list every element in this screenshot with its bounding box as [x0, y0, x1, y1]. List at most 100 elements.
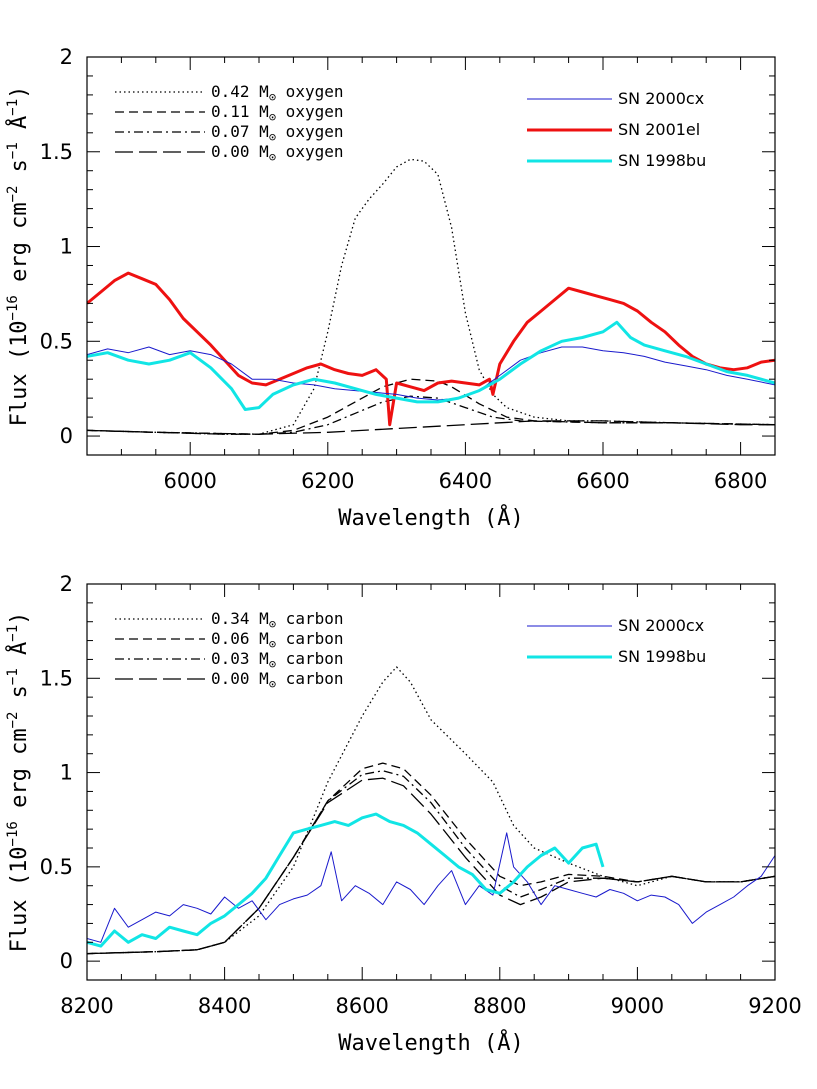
legend-sun-symbol: ⊙ — [269, 637, 276, 651]
x-axis-label: Wavelength (Å) — [338, 1029, 523, 1056]
y-tick-label: 0 — [60, 424, 73, 448]
y-axis-label-part: s — [7, 159, 32, 186]
legend-model-element: carbon — [276, 629, 343, 648]
y-tick-label: 0.5 — [40, 855, 73, 879]
legend-model-element: oxygen — [276, 102, 343, 121]
y-axis-label-part: erg cm — [7, 202, 32, 295]
series-line-0-07-m-oxygen — [87, 395, 775, 435]
legend-model-unit: M — [259, 82, 269, 101]
y-tick-label: 1 — [60, 761, 73, 785]
legend-model-element: oxygen — [276, 142, 343, 161]
legend-model-label: 0.11 M⊙ oxygen — [211, 102, 343, 124]
legend-model-element: oxygen — [276, 122, 343, 141]
legend-sun-symbol: ⊙ — [269, 677, 276, 691]
y-tick-label: 0 — [60, 949, 73, 973]
y-axis-label-part: ) — [7, 86, 32, 99]
legend-model-label: 0.00 M⊙ carbon — [211, 669, 343, 691]
y-tick-label: 0.5 — [40, 329, 73, 353]
series-line-sn-2001el — [87, 271, 775, 427]
y-axis-label-exponent: −1 — [5, 625, 21, 642]
series-line-sn-2000cx — [87, 832, 775, 943]
legend-model-unit: M — [259, 669, 269, 688]
legend-model-label: 0.06 M⊙ carbon — [211, 629, 343, 651]
legend-model-label: 0.03 M⊙ carbon — [211, 649, 343, 671]
x-tick-label: 9200 — [748, 994, 801, 1018]
x-tick-label: 8600 — [335, 994, 388, 1018]
legend-model-label: 0.00 M⊙ oxygen — [211, 142, 343, 164]
y-axis-label-exponent: −2 — [5, 186, 21, 203]
y-tick-label: 1.5 — [40, 666, 73, 690]
x-tick-label: 6400 — [439, 469, 492, 493]
legend-model-unit: M — [259, 102, 269, 121]
legend-model-element: oxygen — [276, 82, 343, 101]
legend-model-value: 0.42 — [211, 82, 259, 101]
legend-model-value: 0.00 — [211, 669, 259, 688]
x-tick-label: 8400 — [198, 994, 251, 1018]
y-axis-label-exponent: −1 — [5, 142, 21, 159]
x-axis-label: Wavelength (Å) — [338, 504, 523, 531]
legend-model-element: carbon — [276, 669, 343, 688]
y-axis-label: Flux (10−16 erg cm−2 s−1 Å−1) — [5, 612, 32, 953]
legend-model-label: 0.07 M⊙ oxygen — [211, 122, 343, 144]
legend-model-value: 0.07 — [211, 122, 259, 141]
y-axis-label-exponent: −2 — [5, 712, 21, 729]
y-axis-label-exponent: −16 — [5, 295, 21, 320]
legend-observed-label: SN 1998bu — [618, 647, 706, 666]
legend-model-value: 0.11 — [211, 102, 259, 121]
legend-model-element: carbon — [276, 609, 343, 628]
legend-model-value: 0.00 — [211, 142, 259, 161]
legend-sun-symbol: ⊙ — [269, 110, 276, 124]
legend-sun-symbol: ⊙ — [269, 150, 276, 164]
legend-observed-label: SN 2001el — [618, 120, 700, 139]
series-line-sn-2000cx — [87, 346, 775, 401]
series-line-0-06-m-carbon — [87, 762, 775, 955]
y-axis-label-part: s — [7, 685, 32, 712]
x-tick-label: 6600 — [576, 469, 629, 493]
y-axis-label-part: ) — [7, 612, 32, 625]
legend-observed-label: SN 2000cx — [618, 616, 704, 635]
x-tick-label: 6200 — [301, 469, 354, 493]
legend-model-label: 0.42 M⊙ oxygen — [211, 82, 343, 104]
plot-frame — [86, 583, 776, 981]
legend-model-unit: M — [259, 122, 269, 141]
legend-model-unit: M — [259, 649, 269, 668]
legend-model-element: carbon — [276, 649, 343, 668]
series-line-0-11-m-oxygen — [87, 378, 775, 435]
series-line-0-00-m-carbon — [87, 777, 775, 955]
legend-sun-symbol: ⊙ — [269, 617, 276, 631]
top-panel-oxygen: 6000 6200 6400 6600 6800 0 0.5 1 1.5 2 Wavelength … — [5, 45, 776, 531]
series-line-0-42-m-oxygen — [87, 158, 775, 435]
series-line-sn-1998bu — [87, 812, 605, 948]
y-axis-label-part: erg cm — [7, 728, 32, 821]
y-tick-label: 2 — [60, 45, 73, 69]
series-group — [87, 158, 775, 435]
series-line-0-03-m-carbon — [87, 770, 775, 955]
x-tick-label: 8800 — [473, 994, 526, 1018]
bottom-panel-carbon: 8200 8400 8600 8800 9000 9200 0 0.5 1 1.5 2 Wavelen… — [5, 572, 802, 1056]
y-axis-label-part: Flux (10 — [7, 846, 32, 952]
y-tick-label: 1.5 — [40, 140, 73, 164]
y-axis-label-part: Flux (10 — [7, 320, 32, 426]
x-tick-label: 6000 — [163, 469, 216, 493]
y-tick-label: 2 — [60, 572, 73, 596]
legend-model-unit: M — [259, 629, 269, 648]
legend-observed-label: SN 1998bu — [618, 151, 706, 170]
legend-model-unit: M — [259, 609, 269, 628]
legend-sun-symbol: ⊙ — [269, 657, 276, 671]
series-line-sn-1998bu — [87, 320, 775, 411]
y-axis-label-part: Å — [5, 116, 32, 143]
legend-model-value: 0.06 — [211, 629, 259, 648]
y-axis-label-exponent: −16 — [5, 821, 21, 846]
series-line-0-00-m-oxygen — [87, 420, 775, 435]
y-axis-label: Flux (10−16 erg cm−2 s−1 Å−1) — [5, 86, 32, 427]
series-line-0-34-m-carbon — [87, 666, 775, 955]
y-axis-label-part: Å — [5, 642, 32, 669]
legend-model-unit: M — [259, 142, 269, 161]
legend-model-value: 0.34 — [211, 609, 259, 628]
x-tick-label: 6800 — [714, 469, 767, 493]
x-tick-label: 9000 — [611, 994, 664, 1018]
legend-sun-symbol: ⊙ — [269, 130, 276, 144]
legend-model-label: 0.34 M⊙ carbon — [211, 609, 343, 631]
legend-model-value: 0.03 — [211, 649, 259, 668]
